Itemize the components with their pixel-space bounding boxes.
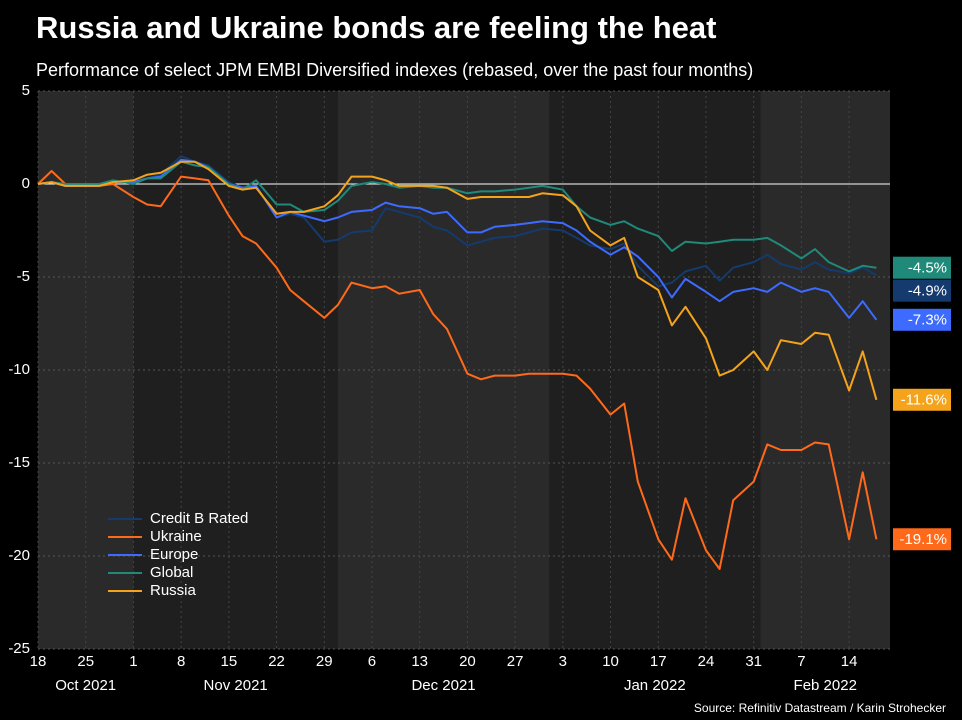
series-line [37,160,878,401]
end-label: -7.3% [893,308,951,331]
month-label: Jan 2022 [624,677,686,694]
y-tick-label: -5 [17,268,30,285]
x-tick-label: 13 [411,653,428,670]
y-tick-label: -15 [8,454,30,471]
end-label: -4.9% [893,279,951,302]
end-label: -4.5% [893,256,951,279]
legend-label: Europe [150,546,198,563]
x-tick-label: 27 [507,653,524,670]
month-label: Oct 2021 [55,677,116,694]
x-tick-label: 15 [221,653,238,670]
x-tick-label: 29 [316,653,333,670]
end-label-text: -4.9% [908,283,947,300]
end-label-text: -19.1% [899,531,947,548]
end-label-box [893,279,951,302]
x-tick-label: 14 [841,653,858,670]
legend-label: Global [150,564,193,581]
chart-title: Russia and Ukraine bonds are feeling the… [36,10,716,45]
y-tick-label: 5 [22,82,30,99]
y-tick-label: -25 [8,640,30,657]
x-tick-label: 3 [559,653,567,670]
x-tick-label: 17 [650,653,667,670]
x-tick-label: 7 [797,653,805,670]
end-label-box [893,388,951,411]
end-label-box [893,308,951,331]
end-label-box [893,256,951,279]
y-tick-label: -10 [8,361,30,378]
x-tick-label: 25 [77,653,94,670]
end-label-text: -11.6% [901,392,947,409]
x-tick-label: 1 [129,653,137,670]
y-tick-label: -20 [8,547,30,564]
end-label: -19.1% [893,528,951,551]
month-label: Feb 2022 [794,677,857,694]
x-tick-label: 20 [459,653,476,670]
x-tick-label: 6 [368,653,376,670]
end-label-text: -4.5% [908,260,947,277]
month-label: Nov 2021 [204,677,268,694]
end-label-box [893,528,951,551]
x-tick-label: 31 [745,653,762,670]
legend-label: Russia [150,582,197,599]
x-tick-label: 18 [30,653,47,670]
x-tick-label: 10 [602,653,619,670]
source: Source: Refinitiv Datastream / Karin Str… [694,701,946,715]
y-tick-label: 0 [22,175,30,192]
end-label-text: -7.3% [908,312,947,329]
legend-label: Ukraine [150,528,202,545]
end-label: -11.6% [893,388,951,411]
chart-subtitle: Performance of select JPM EMBI Diversifi… [36,60,753,80]
x-tick-label: 8 [177,653,185,670]
series-line [37,155,877,288]
x-tick-label: 24 [698,653,715,670]
x-tick-label: 22 [268,653,285,670]
legend-label: Credit B Rated [150,510,248,527]
series-line [37,170,878,570]
month-label: Dec 2021 [411,677,475,694]
